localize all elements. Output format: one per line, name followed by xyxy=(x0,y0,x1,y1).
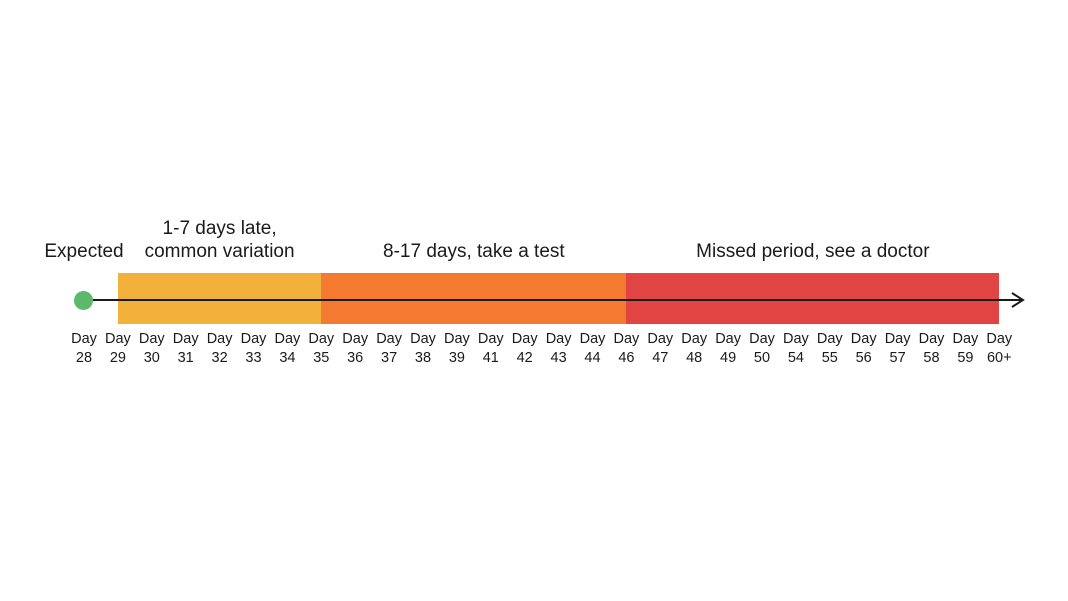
tick-label-number: 32 xyxy=(211,350,228,366)
timeline-axis-line xyxy=(84,299,1023,301)
tick-label-number: 38 xyxy=(414,350,432,366)
tick-label: Day 57 xyxy=(878,330,918,368)
tick-label-day: Day xyxy=(172,331,199,347)
tick-label: Day 43 xyxy=(539,330,579,368)
tick-label-day: Day xyxy=(240,331,267,347)
tick-label: Day 30 xyxy=(132,330,172,368)
zone-band-late xyxy=(117,273,322,324)
tick-label-number: 36 xyxy=(347,350,364,366)
tick-label: Day 33 xyxy=(234,330,274,368)
zone-band-test xyxy=(321,273,627,324)
tick-label: Day 36 xyxy=(335,330,375,368)
tick-label: Day 58 xyxy=(912,330,952,368)
zone-band-doctor xyxy=(626,273,1000,324)
tick-label: Day 54 xyxy=(776,330,816,368)
tick-label-number: 54 xyxy=(787,350,804,366)
tick-label-day: Day xyxy=(816,331,843,347)
tick-label: Day 38 xyxy=(403,330,443,368)
tick-label-day: Day xyxy=(579,331,606,347)
tick-label-number: 43 xyxy=(550,350,567,366)
tick-label-number: 29 xyxy=(109,350,126,366)
tick-label-number: 56 xyxy=(855,350,872,366)
tick-label-number: 48 xyxy=(686,350,703,366)
tick-label: Day 32 xyxy=(200,330,240,368)
tick-label-number: 42 xyxy=(516,350,533,366)
tick-label-number: 31 xyxy=(177,350,194,366)
expected-label: Expected xyxy=(44,241,124,262)
tick-label-number: 60+ xyxy=(986,350,1012,366)
tick-label-number: 41 xyxy=(482,350,499,366)
tick-label-number: 35 xyxy=(313,350,330,366)
tick-label-day: Day xyxy=(71,331,97,347)
tick-label-day: Day xyxy=(104,331,131,347)
tick-label-number: 28 xyxy=(75,350,93,366)
tick-label-number: 49 xyxy=(720,350,737,366)
tick-label: Day 35 xyxy=(301,330,341,368)
tick-label: Day 50 xyxy=(742,330,782,368)
tick-label: Day 47 xyxy=(640,330,680,368)
tick-label-number: 59 xyxy=(957,350,974,366)
tick-label-day: Day xyxy=(918,331,945,347)
zone-label-test: 8-17 days, take a test xyxy=(383,241,565,262)
tick-label-day: Day xyxy=(613,331,640,347)
zone-label-late: 1-7 days late, common variation xyxy=(144,218,295,262)
tick-label-day: Day xyxy=(884,331,911,347)
tick-label-day: Day xyxy=(986,331,1013,347)
tick-label: Day 34 xyxy=(267,330,307,368)
tick-label: Day 42 xyxy=(505,330,545,368)
tick-label-day: Day xyxy=(545,331,572,347)
tick-label-number: 44 xyxy=(584,350,601,366)
tick-label-day: Day xyxy=(477,331,504,347)
tick-label-day: Day xyxy=(410,331,436,347)
expected-dot xyxy=(74,291,93,310)
tick-label: Day 46 xyxy=(606,330,646,368)
tick-label-day: Day xyxy=(952,331,979,347)
tick-label: Day 59 xyxy=(945,330,985,368)
tick-label-day: Day xyxy=(681,331,708,347)
tick-label-day: Day xyxy=(342,331,369,347)
tick-label-day: Day xyxy=(206,331,233,347)
tick-label-day: Day xyxy=(443,331,470,347)
tick-label: Day 29 xyxy=(98,330,138,368)
tick-label: Day 56 xyxy=(844,330,884,368)
tick-label-number: 34 xyxy=(279,350,296,366)
tick-label-number: 47 xyxy=(652,350,669,366)
tick-label: Day 37 xyxy=(369,330,409,368)
tick-label-day: Day xyxy=(850,331,877,347)
tick-label-day: Day xyxy=(511,331,538,347)
tick-label-day: Day xyxy=(749,331,775,347)
tick-label-number: 33 xyxy=(245,350,262,366)
tick-label-number: 58 xyxy=(923,350,940,366)
tick-label-number: 46 xyxy=(618,350,635,366)
tick-label-number: 30 xyxy=(143,350,160,366)
tick-label: Day 31 xyxy=(166,330,206,368)
zone-label-doctor: Missed period, see a doctor xyxy=(696,241,930,262)
tick-label: Day 60+ xyxy=(979,330,1019,368)
tick-label: Day 41 xyxy=(471,330,511,368)
tick-label-day: Day xyxy=(647,331,674,347)
tick-label: Day 48 xyxy=(674,330,714,368)
tick-label-day: Day xyxy=(138,331,165,347)
tick-label-day: Day xyxy=(308,331,335,347)
tick-label-day: Day xyxy=(274,331,301,347)
tick-label-day: Day xyxy=(782,331,809,347)
tick-label: Day 28 xyxy=(64,330,104,368)
tick-label: Day 39 xyxy=(437,330,477,368)
tick-label-number: 55 xyxy=(821,350,838,366)
tick-label-number: 57 xyxy=(889,350,906,366)
tick-label: Day 44 xyxy=(573,330,613,368)
tick-label-number: 50 xyxy=(753,350,771,366)
arrow-right-icon xyxy=(1011,292,1025,308)
tick-label-number: 39 xyxy=(448,350,465,366)
tick-label-day: Day xyxy=(376,331,402,347)
tick-label: Day 55 xyxy=(810,330,850,368)
tick-label: Day 49 xyxy=(708,330,748,368)
tick-label-day: Day xyxy=(715,331,741,347)
tick-label-number: 37 xyxy=(381,350,398,366)
